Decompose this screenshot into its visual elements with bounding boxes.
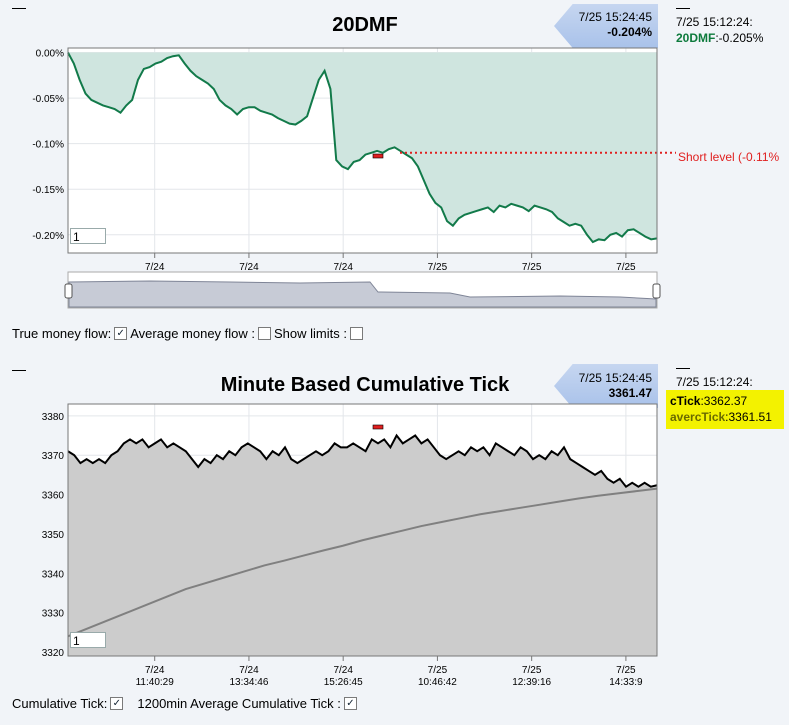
bottom-flag-time: 7/25 15:24:45	[578, 371, 652, 385]
x-tick-time: 10:46:42	[418, 677, 457, 688]
short-level-label: Short level (-0.11%	[678, 150, 779, 164]
x-tick-date: 7/25	[522, 262, 542, 273]
top-area-fill	[68, 52, 657, 243]
bottom-side-info: 7/25 15:12:24:	[676, 374, 753, 390]
collapse-dash[interactable]	[12, 8, 26, 9]
bottom-side-values: cTick:3362.37 avercTick:3361.51	[666, 390, 784, 429]
show-limits-checkbox[interactable]	[349, 327, 363, 340]
y-tick-label: 3330	[42, 609, 65, 620]
x-tick-time: 15:26:45	[324, 677, 363, 688]
avertick-label: avercTick	[670, 410, 726, 424]
x-tick-date: 7/25	[522, 665, 542, 676]
collapse-dash-bottom[interactable]	[12, 370, 26, 371]
top-chart: 0.00% -0.05% -0.10% -0.15% -0.20% Short leve…	[32, 47, 779, 309]
true-money-flow-label: True money flow:	[12, 326, 112, 341]
top-chart-title: 20DMF	[332, 14, 398, 36]
y-tick-label: 3380	[42, 412, 65, 423]
top-options-row: True money flow: ✓ Average money flow : …	[12, 326, 363, 341]
show-limits-label: Show limits :	[274, 326, 347, 341]
x-tick-date: 7/25	[616, 665, 636, 676]
y-tick-label: 3320	[42, 648, 65, 659]
x-tick-date: 7/24	[145, 262, 165, 273]
ctick-line	[67, 433, 658, 489]
bottom-chart-title: Minute Based Cumulative Tick	[220, 374, 510, 396]
y-tick-label: 0.00%	[36, 49, 64, 60]
navigator-area	[68, 280, 657, 308]
y-tick-label: -0.20%	[32, 231, 64, 242]
x-tick-date: 7/25	[428, 262, 448, 273]
average-money-flow-checkbox[interactable]	[258, 327, 272, 340]
side-dash	[676, 8, 690, 9]
cumulative-tick-checkbox[interactable]: ✓	[110, 697, 124, 710]
y-tick-label: -0.05%	[32, 94, 64, 105]
x-tick-date: 7/25	[616, 262, 636, 273]
ctick-label: cTick	[670, 394, 701, 408]
bottom-area-fill	[68, 435, 657, 656]
top-value-flag	[554, 4, 658, 48]
bottom-flag-text: 7/25 15:24:45 3361.47	[560, 371, 652, 401]
bottom-marker-icon	[372, 424, 384, 430]
top-flag-text: 7/25 15:24:45 -0.204%	[560, 10, 652, 40]
x-tick-time: 12:39:16	[512, 677, 551, 688]
x-tick-time: 11:40:29	[136, 677, 175, 688]
y-tick-label: -0.15%	[32, 185, 64, 196]
top-flow-line	[67, 52, 658, 244]
x-tick-date: 7/24	[333, 262, 353, 273]
bottom-value-flag	[554, 364, 658, 408]
y-tick-label: 3340	[42, 569, 65, 580]
bottom-options-row: Cumulative Tick: ✓ 1200min Average Cumul…	[12, 696, 357, 711]
top-flag-value: -0.204%	[607, 25, 652, 39]
top-flag-time: 7/25 15:24:45	[578, 10, 652, 24]
bottom-flag-value: 3361.47	[608, 386, 652, 400]
averctick-line	[67, 487, 658, 638]
y-tick-label: -0.10%	[32, 140, 64, 151]
x-tick-date: 7/25	[428, 665, 448, 676]
avertick-value: :3361.51	[725, 410, 772, 424]
top-side-time: 7/25 15:12:24:	[676, 15, 753, 29]
bottom-page-box[interactable]: 1	[70, 632, 106, 648]
navigator-left-handle[interactable]	[64, 283, 73, 299]
x-tick-time: 14:33:9	[609, 677, 643, 688]
avg-cumulative-tick-label: 1200min Average Cumulative Tick :	[137, 696, 341, 711]
top-page-box[interactable]: 1	[70, 228, 106, 244]
ctick-value: :3362.37	[700, 394, 748, 408]
y-tick-label: 3370	[42, 451, 65, 462]
short-marker-icon	[372, 153, 384, 159]
x-tick-date: 7/24	[333, 665, 353, 676]
bottom-plot-border	[67, 403, 658, 657]
bottom-side-time: 7/25 15:12:24:	[676, 375, 753, 389]
navigator-right-handle[interactable]	[652, 283, 661, 299]
x-tick-date: 7/24	[239, 665, 259, 676]
top-side-info: 7/25 15:12:24: 20DMF:-0.205%	[676, 14, 763, 46]
cumulative-tick-label: Cumulative Tick:	[12, 696, 108, 711]
x-tick-time: 13:34:46	[229, 677, 268, 688]
y-tick-label: 3350	[42, 530, 65, 541]
y-tick-label: 3360	[42, 491, 65, 502]
average-money-flow-label: Average money flow :	[130, 326, 256, 341]
x-tick-date: 7/24	[145, 665, 165, 676]
true-money-flow-checkbox[interactable]: ✓	[114, 327, 128, 340]
side-dash-bottom	[676, 368, 690, 369]
x-tick-date: 7/24	[239, 262, 259, 273]
top-plot-border	[67, 47, 658, 254]
avg-cumulative-tick-checkbox[interactable]: ✓	[343, 697, 357, 710]
top-side-name: 20DMF	[676, 31, 716, 45]
top-side-value: :-0.205%	[715, 31, 764, 45]
